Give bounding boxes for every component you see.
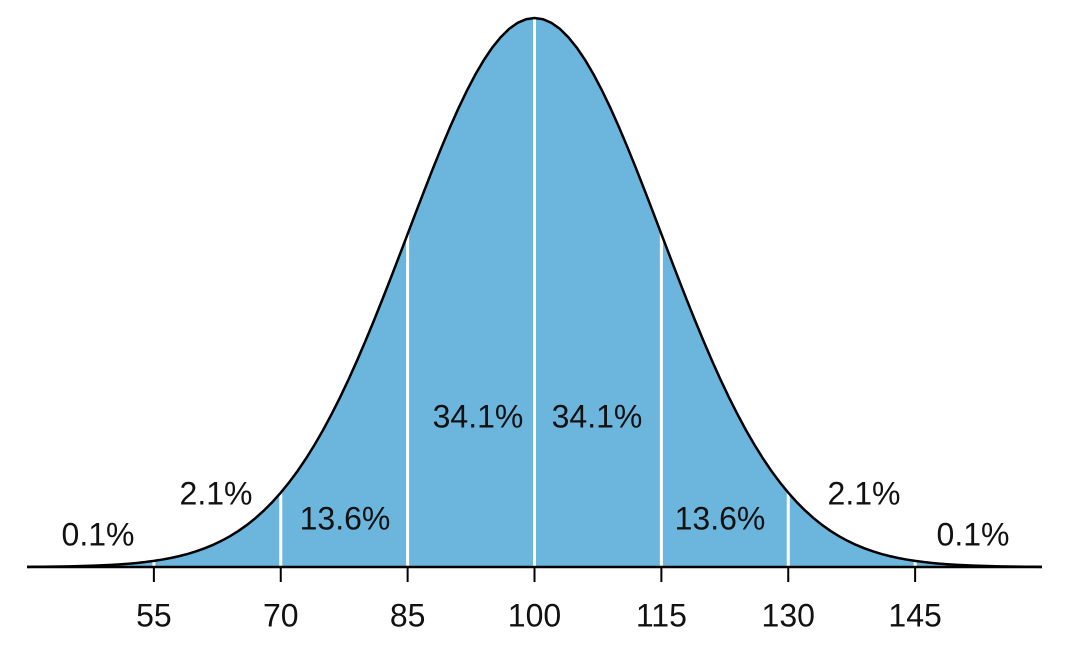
value-label: 0.1% (62, 516, 135, 552)
x-tick-label: 70 (263, 597, 299, 633)
density-curve (26, 16, 1043, 569)
value-label: 34.1% (552, 398, 643, 434)
region (534, 18, 662, 567)
value-label: 0.1% (937, 516, 1010, 552)
region (153, 492, 281, 567)
region (788, 492, 916, 567)
value-label: 34.1% (433, 398, 524, 434)
value-label: 2.1% (828, 475, 901, 511)
region (407, 18, 535, 567)
x-tick-label: 55 (136, 597, 172, 633)
region (27, 560, 154, 567)
x-tick-label: 115 (636, 597, 687, 633)
region (915, 560, 1042, 567)
x-tick-label: 145 (888, 597, 941, 633)
x-tick-label: 85 (390, 597, 426, 633)
x-tick-label: 130 (762, 597, 815, 633)
value-label: 2.1% (180, 475, 253, 511)
x-tick-label: 100 (508, 597, 561, 633)
value-label: 13.6% (675, 500, 766, 536)
value-label: 13.6% (300, 500, 391, 536)
